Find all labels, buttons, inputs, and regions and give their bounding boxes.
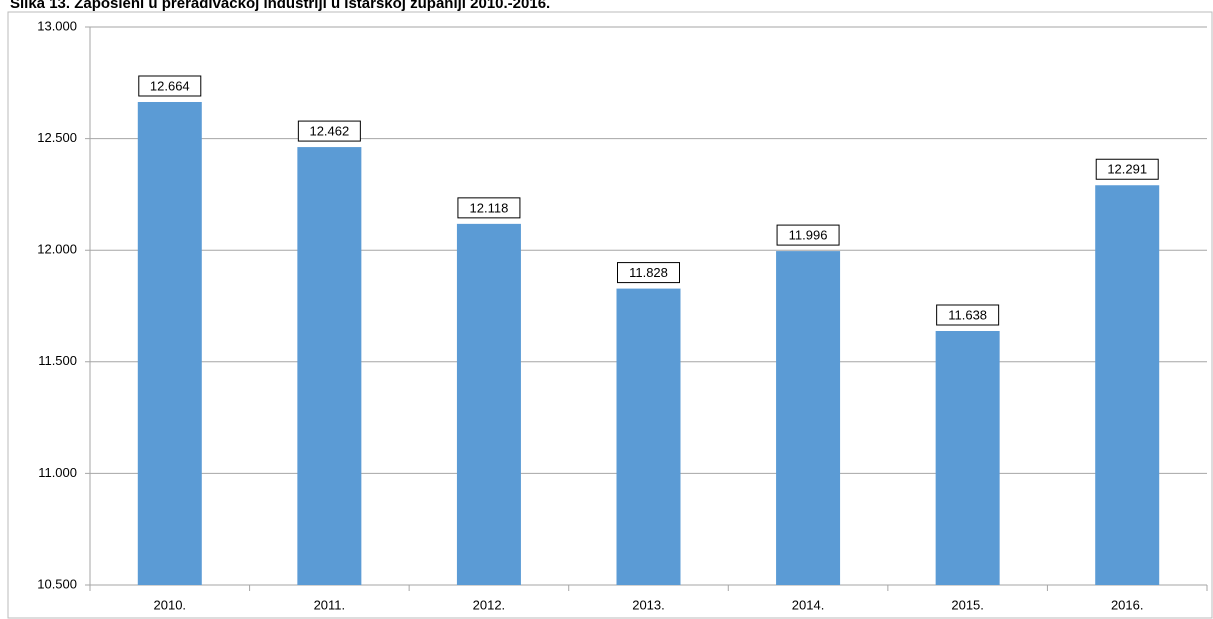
x-tick-label: 2013. xyxy=(632,597,665,612)
x-tick-label: 2015. xyxy=(951,597,984,612)
chart-frame xyxy=(7,11,1213,619)
bar xyxy=(137,101,202,585)
data-label: 12.118 xyxy=(470,200,509,215)
chart-title: Slika 13. Zaposleni u prerađivačkoj indu… xyxy=(10,0,550,12)
data-label-box xyxy=(297,120,361,142)
y-tick-label: 13.000 xyxy=(37,18,77,33)
bar xyxy=(1095,185,1160,586)
data-label: 11.638 xyxy=(948,307,987,322)
y-tick-label: 11.000 xyxy=(38,465,77,480)
bar xyxy=(616,288,681,585)
data-label-box xyxy=(776,224,840,246)
x-tick-label: 2016. xyxy=(1111,597,1144,612)
x-tick-label: 2010. xyxy=(154,597,187,612)
y-tick-label: 12.000 xyxy=(37,242,77,257)
data-label: 11.996 xyxy=(789,228,828,243)
bar xyxy=(776,251,841,585)
data-label: 12.291 xyxy=(1107,162,1147,177)
data-label-box xyxy=(617,262,680,284)
bar xyxy=(935,330,1000,585)
data-label: 12.462 xyxy=(309,124,349,139)
y-tick-label: 12.500 xyxy=(37,130,77,145)
y-tick-label: 11.500 xyxy=(38,353,77,368)
x-tick-label: 2012. xyxy=(473,597,506,612)
data-label-box xyxy=(457,197,521,219)
data-label: 11.828 xyxy=(629,265,668,280)
data-label-box xyxy=(1095,158,1159,180)
y-tick-label: 10.500 xyxy=(37,576,77,591)
bar xyxy=(456,223,521,585)
x-tick-label: 2014. xyxy=(792,597,825,612)
data-label: 12.664 xyxy=(150,78,190,93)
data-label-box xyxy=(138,75,202,97)
x-tick-label: 2011. xyxy=(314,597,346,612)
data-label-box xyxy=(936,304,1000,326)
bar xyxy=(297,147,362,585)
